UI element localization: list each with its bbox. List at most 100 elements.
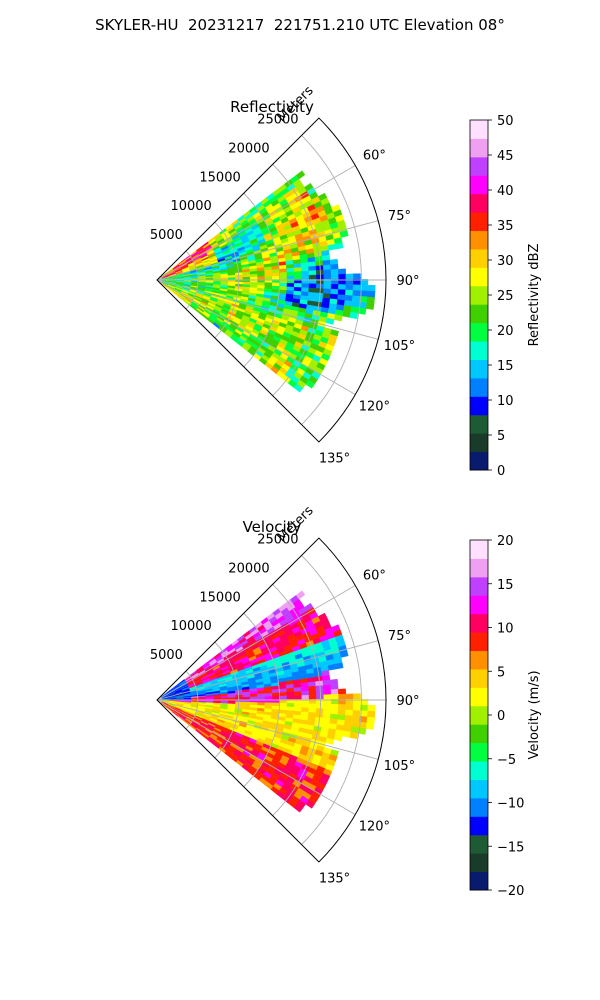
data-cell [271, 282, 280, 287]
azimuth-tick-label: 135° [319, 871, 350, 886]
data-cell [323, 283, 332, 290]
colorbar-segment [470, 632, 488, 652]
data-cell [337, 688, 347, 695]
azimuth-tick-label: 120° [359, 400, 390, 415]
data-cell [323, 269, 332, 276]
data-cell [307, 261, 317, 267]
data-cell [322, 264, 332, 271]
colorbar-segment [470, 816, 488, 836]
colorbar-segment [470, 540, 488, 559]
data-cell [367, 284, 376, 292]
data-cell [329, 258, 339, 266]
colorbar-tick-label: 10 [497, 394, 514, 409]
data-cell [345, 704, 354, 711]
colorbar-segment [470, 377, 488, 397]
data-cell [294, 695, 303, 700]
colorbar-tick-label: −15 [497, 840, 524, 855]
colorbar-tick-label: 5 [497, 429, 505, 444]
colorbar-tick-label: 35 [497, 219, 514, 234]
colorbar-segment [470, 193, 488, 213]
data-cell [344, 714, 353, 722]
data-cell [264, 269, 273, 274]
data-cell [333, 734, 343, 742]
reflectivity-panel: Reflectivity 5000 10000 15000 20000 25000 60° 7… [150, 83, 420, 466]
data-cell [257, 273, 266, 278]
data-cell [293, 383, 304, 393]
data-cell [345, 709, 354, 716]
colorbar-segment [470, 120, 488, 139]
data-cell [286, 267, 295, 273]
colorbar-segment [470, 359, 488, 379]
colorbar-segment [470, 304, 488, 324]
data-cell [301, 283, 310, 289]
data-cell [308, 694, 317, 700]
data-cell [352, 273, 361, 280]
azimuth-spoke [156, 585, 356, 701]
radial-tick-label: 5000 [150, 228, 183, 243]
data-cell [305, 379, 315, 389]
data-cell [227, 697, 236, 701]
radial-tick-label: 10000 [170, 619, 211, 634]
data-cell [294, 275, 303, 280]
data-cell [330, 274, 339, 280]
data-cell [301, 270, 310, 276]
data-cell [249, 276, 258, 280]
data-cell [295, 170, 306, 180]
colorbar-segment [470, 341, 488, 360]
data-cell [293, 691, 302, 696]
data-cell [293, 703, 302, 708]
colorbar-segment [470, 433, 488, 453]
colorbar-tick-label: 0 [497, 464, 505, 479]
data-cell [351, 295, 361, 303]
data-cell [293, 687, 302, 693]
data-cell [349, 311, 359, 320]
data-cell [279, 702, 288, 708]
data-cell [293, 283, 302, 288]
colorbar-segment [470, 705, 488, 725]
velocity-panel: Velocity 5000 10000 15000 20000 25000 60° 75° 90… [150, 503, 420, 886]
data-cell [345, 284, 354, 291]
data-cell [279, 695, 288, 700]
data-cell [305, 799, 315, 809]
colorbar-segment [470, 175, 488, 195]
data-cell [330, 284, 339, 290]
azimuth-spoke [156, 220, 379, 281]
data-cell [330, 288, 339, 295]
data-cell [286, 275, 295, 280]
data-cell [325, 317, 335, 325]
azimuth-tick-label: 90° [396, 694, 419, 709]
colorbar-segment [470, 595, 488, 615]
data-cell [334, 242, 344, 250]
data-cell [334, 662, 344, 670]
azimuth-spoke [156, 699, 379, 760]
data-cell [308, 287, 317, 294]
data-cell [345, 693, 354, 700]
data-cell [249, 273, 258, 278]
data-cell [338, 273, 347, 280]
data-cell [271, 692, 280, 697]
radial-tick-label: 20000 [228, 561, 269, 576]
data-cell [339, 230, 349, 238]
data-cell [366, 296, 375, 304]
colorbar-tick-label: 0 [497, 709, 505, 724]
radial-tick-label: 10000 [170, 199, 211, 214]
data-cell [308, 283, 317, 289]
colorbar-segment [470, 285, 488, 305]
colorbar-segment [470, 687, 488, 707]
colorbar-label: Velocity (m/s) [527, 670, 542, 759]
data-cell [365, 722, 375, 730]
data-cell [330, 263, 339, 270]
colorbar-tick-label: 10 [497, 622, 514, 637]
data-cell [293, 803, 304, 813]
data-cell [329, 678, 339, 686]
colorbar-segment [470, 871, 488, 891]
data-cell [257, 696, 266, 700]
colorbar-tick-label: 25 [497, 289, 514, 304]
colorbar-segment [470, 668, 488, 688]
data-cell [344, 294, 353, 302]
colorbar-segment [470, 650, 488, 670]
data-cell [308, 274, 317, 280]
data-cell [366, 716, 375, 724]
data-cell [220, 277, 229, 280]
